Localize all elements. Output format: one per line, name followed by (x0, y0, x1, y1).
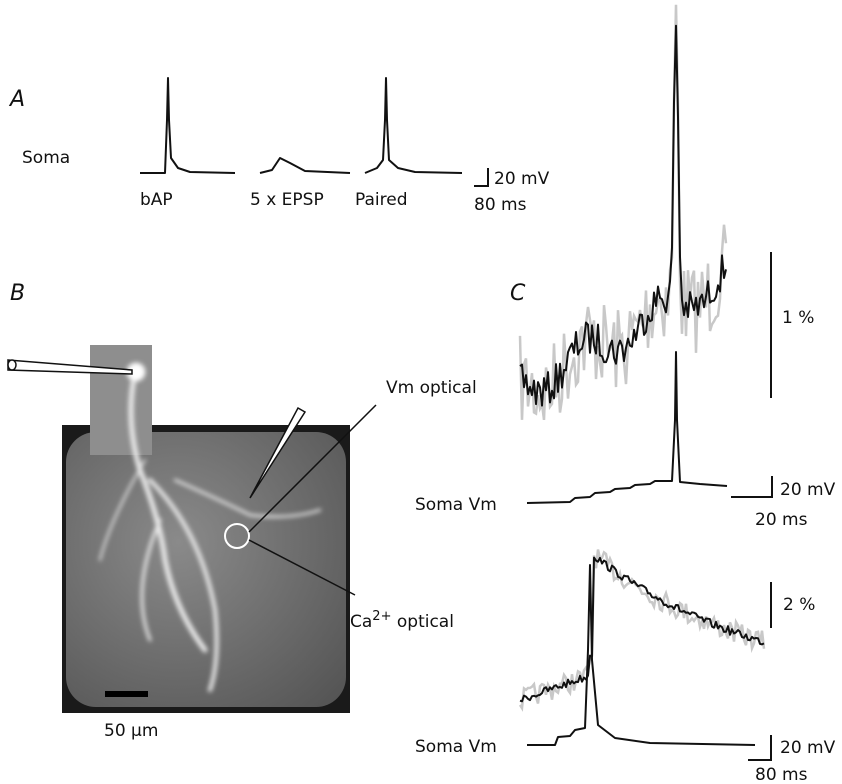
scale-label: 2 % (783, 595, 815, 615)
condition-label: 5 x EPSP (250, 190, 324, 210)
panel-label: A (8, 87, 25, 112)
trace (527, 564, 756, 746)
label-rest: optical (391, 612, 453, 632)
scale-bar (748, 735, 772, 761)
scale-bar (731, 476, 773, 498)
condition-label: Paired (355, 190, 408, 210)
trace-label: Soma Vm (415, 495, 497, 515)
row-label: Soma (22, 148, 70, 168)
traces (518, 4, 766, 712)
scale-label: 80 ms (755, 765, 808, 784)
trace (519, 556, 765, 703)
panel-label: B (10, 281, 25, 306)
micrograph (62, 345, 350, 713)
scale-label: 80 ms (474, 195, 527, 215)
scale-label: 50 µm (104, 721, 158, 741)
pipette (7, 359, 17, 371)
trace-label: Soma Vm (415, 737, 497, 757)
trace (526, 351, 728, 504)
connector (248, 404, 377, 596)
region-marker (224, 523, 250, 549)
trace (140, 77, 236, 174)
charge: 2+ (372, 609, 391, 624)
scale-label: 20 mV (780, 480, 836, 500)
condition-label: bAP (140, 190, 173, 210)
scale-label: 20 mV (494, 169, 550, 189)
panel-label: C (510, 281, 526, 306)
scale-label: 20 mV (780, 738, 836, 758)
trace (519, 24, 727, 407)
ion: Ca (350, 612, 372, 632)
pipette (249, 406, 307, 499)
scale-bar (474, 168, 489, 187)
scale-label: 20 ms (755, 510, 808, 530)
trace (364, 77, 463, 174)
scale-label: 1 % (782, 308, 814, 328)
trace-label: Vm optical (386, 378, 477, 398)
trace-label: Ca2+ optical (350, 609, 454, 632)
trace (259, 157, 351, 174)
